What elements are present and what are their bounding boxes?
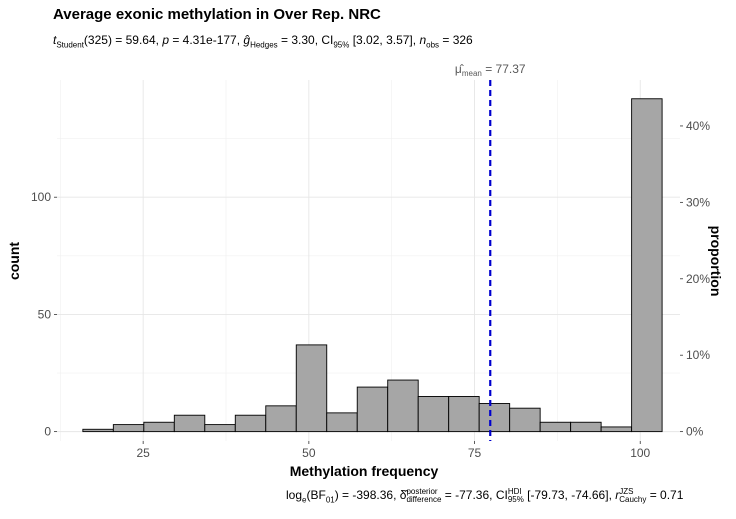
- ci-subscript: 95%: [333, 40, 350, 50]
- x-tick-label: 25: [136, 446, 150, 460]
- histogram-bar: [387, 379, 419, 433]
- histogram-bar: [82, 428, 114, 433]
- histogram-bar: [509, 407, 541, 433]
- bayes-factor-base: e: [302, 495, 307, 505]
- mean-label-symbol: μ̂: [455, 62, 464, 76]
- histogram-bar: [631, 98, 663, 433]
- y-tick-label: 50: [38, 307, 52, 321]
- mean-label-subscript: mean: [462, 69, 482, 78]
- histogram-bar: [112, 424, 145, 433]
- bayes-factor-label: log: [286, 488, 303, 503]
- secondary-y-tick-label: 40%: [686, 119, 710, 133]
- y-axis: 0 50 100: [31, 190, 57, 439]
- ci-value: [3.02, 3.57],: [349, 33, 420, 47]
- x-tick-label: 50: [302, 446, 316, 460]
- mean-label: μ̂mean = 77.37: [455, 62, 526, 78]
- secondary-y-axis: 0% 10% 20% 30% 40%: [680, 119, 710, 439]
- histogram-bar: [173, 414, 206, 433]
- n-obs-symbol: n: [419, 33, 427, 47]
- histogram-bar: [448, 396, 480, 433]
- histogram-bar: [204, 424, 236, 433]
- bayes-factor-value: ) = -398.36,: [334, 488, 400, 503]
- secondary-y-tick-label: 20%: [686, 272, 710, 286]
- histogram-bar: [295, 344, 328, 433]
- y-tick-label: 100: [31, 190, 51, 204]
- x-axis-title: Methylation frequency: [290, 463, 439, 479]
- secondary-y-tick-label: 0%: [686, 425, 704, 439]
- effect-size-value: = 3.30, CI: [277, 33, 334, 47]
- chart-caption: loge(BF01) = -398.36, δ̂ posterior differe…: [286, 488, 683, 505]
- posterior-delta-superscript: posterior: [406, 487, 438, 496]
- t-statistic-subscript: Student: [56, 40, 84, 50]
- n-obs-value: = 326: [439, 33, 473, 47]
- histogram-bar: [326, 412, 358, 433]
- p-value: = 4.31e-177,: [169, 33, 244, 47]
- chart-title: Average exonic methylation in Over Rep. …: [53, 6, 381, 23]
- bayes-factor-subscript: 01: [325, 495, 335, 505]
- secondary-y-tick-label: 30%: [686, 195, 710, 209]
- histogram-bar: [234, 414, 267, 433]
- hdi-superscript: HDI: [507, 487, 522, 496]
- mean-label-value: = 77.37: [482, 62, 526, 76]
- histogram-bar: [539, 421, 572, 433]
- x-tick-label: 100: [630, 446, 650, 460]
- posterior-delta-subscript: difference: [406, 495, 442, 504]
- x-tick-label: 75: [468, 446, 482, 460]
- prior-r-subscript: Cauchy: [619, 495, 647, 504]
- histogram-bar: [478, 403, 511, 433]
- n-obs-subscript: obs: [426, 40, 440, 50]
- histogram-bar: [265, 405, 297, 433]
- effect-size-subscript: Hedges: [250, 40, 278, 50]
- mean-line-group: μ̂mean = 77.37: [455, 62, 526, 441]
- histogram-bars: [82, 98, 663, 433]
- secondary-y-tick-label: 10%: [686, 348, 710, 362]
- histogram-bar: [600, 426, 633, 433]
- histogram-bar: [356, 386, 389, 433]
- chart-subtitle: tStudent(325) = 59.64, p = 4.31e-177, ĝH…: [53, 33, 473, 49]
- histogram-bar: [417, 396, 450, 433]
- t-statistic-value: (325) = 59.64,: [83, 33, 163, 47]
- prior-r-value: = 0.71: [646, 488, 684, 503]
- hdi-value: [-79.73, -74.66],: [523, 488, 616, 503]
- histogram-bar: [143, 421, 175, 433]
- histogram-bar: [570, 421, 602, 433]
- hdi-subscript: 95%: [507, 495, 524, 504]
- effect-size-symbol: ĝ: [243, 33, 251, 47]
- posterior-delta-value: = -77.36, CI: [441, 488, 508, 503]
- p-value-symbol: p: [162, 33, 169, 47]
- prior-r-superscript: JZS: [619, 487, 634, 496]
- secondary-y-axis-title: proportion: [708, 226, 724, 297]
- y-axis-title: count: [6, 242, 22, 280]
- prior-r-symbol: r: [615, 488, 620, 503]
- x-axis: 25 50 75 100: [136, 441, 651, 460]
- bayes-factor-mid: (BF: [306, 488, 326, 503]
- y-tick-label: 0: [44, 425, 51, 439]
- t-statistic-symbol: t: [53, 33, 57, 47]
- posterior-delta-symbol: δ̂: [399, 488, 407, 503]
